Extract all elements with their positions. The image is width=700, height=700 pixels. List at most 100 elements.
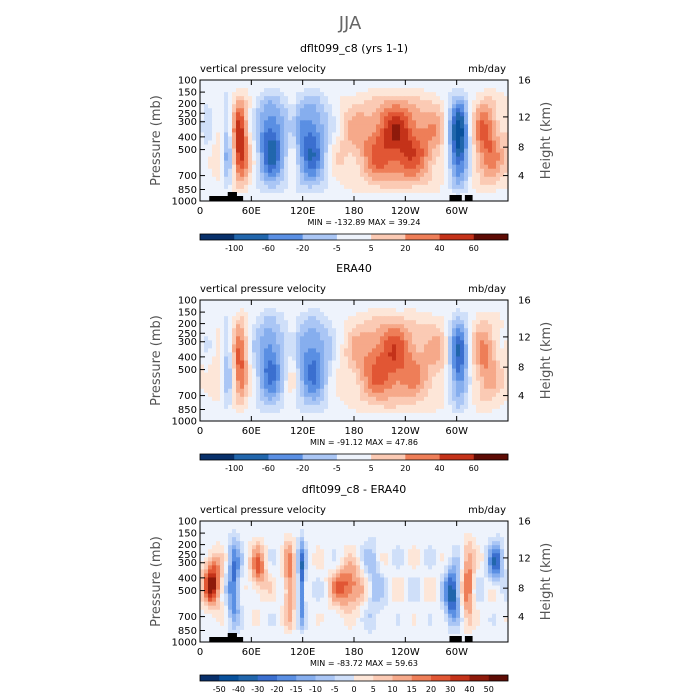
- heatmap-cell: [308, 348, 313, 354]
- heatmap-cell: [232, 529, 237, 534]
- heatmap-cell: [472, 312, 477, 317]
- heatmap-cell: [408, 164, 413, 170]
- heatmap-cell: [268, 300, 273, 305]
- heatmap-cell: [264, 344, 269, 349]
- heatmap-cell: [420, 416, 425, 422]
- heatmap-cell: [316, 352, 321, 358]
- heatmap-cell: [356, 304, 361, 309]
- heatmap-cell: [212, 304, 217, 309]
- heatmap-cell: [256, 132, 261, 138]
- heatmap-cell: [432, 196, 437, 202]
- heatmap-cell: [484, 172, 489, 178]
- heatmap-cell: [452, 88, 457, 93]
- heatmap-cell: [216, 320, 221, 325]
- heatmap-cell: [228, 84, 233, 89]
- heatmap-cell: [236, 525, 241, 530]
- heatmap-cell: [212, 388, 217, 394]
- heatmap-cell: [376, 104, 381, 109]
- heatmap-cell: [216, 372, 221, 378]
- heatmap-cell: [472, 384, 477, 390]
- heatmap-cell: [288, 360, 293, 366]
- heatmap-cell: [416, 176, 421, 182]
- heatmap-cell: [472, 360, 477, 366]
- heatmap-cell: [388, 348, 393, 354]
- heatmap-cell: [440, 380, 445, 386]
- heatmap-cell: [360, 324, 365, 329]
- heatmap-cell: [412, 100, 417, 105]
- heatmap-cell: [220, 312, 225, 317]
- heatmap-cell: [408, 116, 413, 121]
- heatmap-cell: [304, 112, 309, 117]
- heatmap-cell: [308, 392, 313, 398]
- heatmap-cell: [236, 416, 241, 422]
- heatmap-cell: [420, 304, 425, 309]
- heatmap-cell: [376, 152, 381, 158]
- variable-label: vertical pressure velocity: [200, 505, 326, 516]
- heatmap-cell: [332, 156, 337, 162]
- heatmap-cell: [304, 92, 309, 97]
- heatmap-cell: [492, 408, 497, 414]
- heatmap-cell: [348, 372, 353, 378]
- heatmap-cell: [316, 380, 321, 386]
- heatmap-cell: [400, 104, 405, 109]
- heatmap-cell: [260, 172, 265, 178]
- heatmap-cell: [320, 192, 325, 198]
- heatmap-cell: [416, 116, 421, 121]
- panel-title: dflt099_c8 - ERA40: [302, 483, 406, 496]
- heatmap-cell: [452, 92, 457, 97]
- heatmap-cell: [428, 336, 433, 341]
- heatmap-cell: [404, 312, 409, 317]
- heatmap-cell: [300, 396, 305, 402]
- heatmap-cell: [376, 100, 381, 105]
- heatmap-cell: [392, 112, 397, 117]
- heatmap-cell: [420, 300, 425, 305]
- heatmap-cell: [436, 396, 441, 402]
- heatmap-cell: [360, 364, 365, 370]
- heatmap-cell: [356, 368, 361, 374]
- heatmap-cell: [356, 176, 361, 182]
- heatmap-cell: [492, 304, 497, 309]
- heatmap-cell: [440, 176, 445, 182]
- heatmap-cell: [204, 156, 209, 162]
- heatmap-cell: [396, 128, 401, 134]
- heatmap-cell: [324, 525, 329, 530]
- heatmap-cell: [396, 360, 401, 366]
- heatmap-cell: [348, 136, 353, 142]
- heatmap-cell: [344, 332, 349, 337]
- y-tick-label: 100: [178, 76, 197, 87]
- heatmap-cell: [444, 168, 449, 174]
- heatmap-cell: [220, 124, 225, 129]
- heatmap-cell: [352, 529, 357, 534]
- heatmap-cell: [400, 400, 405, 406]
- heatmap-cell: [416, 136, 421, 142]
- heatmap-cell: [488, 172, 493, 178]
- heatmap-cell: [416, 164, 421, 170]
- heatmap-cell: [272, 384, 277, 390]
- heatmap-cell: [200, 180, 205, 186]
- heatmap-cell: [404, 80, 409, 85]
- heatmap-cell: [312, 140, 317, 146]
- heatmap-cell: [316, 88, 321, 93]
- heatmap-cell: [464, 320, 469, 325]
- heatmap-cell: [296, 304, 301, 309]
- heatmap-cell: [372, 112, 377, 117]
- heatmap-cell: [476, 140, 481, 146]
- heatmap-cell: [376, 176, 381, 182]
- heatmap-cell: [360, 152, 365, 158]
- heatmap-cell: [324, 308, 329, 313]
- heatmap-cell: [392, 160, 397, 166]
- heatmap-cell: [348, 116, 353, 121]
- heatmap-cell: [236, 340, 241, 345]
- heatmap-cell: [460, 400, 465, 406]
- heatmap-cell: [440, 416, 445, 422]
- heatmap-cell: [488, 336, 493, 341]
- heatmap-cell: [416, 100, 421, 105]
- heatmap-cell: [240, 344, 245, 349]
- heatmap-cell: [480, 400, 485, 406]
- heatmap-cell: [496, 320, 501, 325]
- heatmap-cell: [376, 92, 381, 97]
- heatmap-cell: [308, 92, 313, 97]
- heatmap-cell: [348, 388, 353, 394]
- heatmap-cell: [204, 308, 209, 313]
- heatmap-cell: [376, 136, 381, 142]
